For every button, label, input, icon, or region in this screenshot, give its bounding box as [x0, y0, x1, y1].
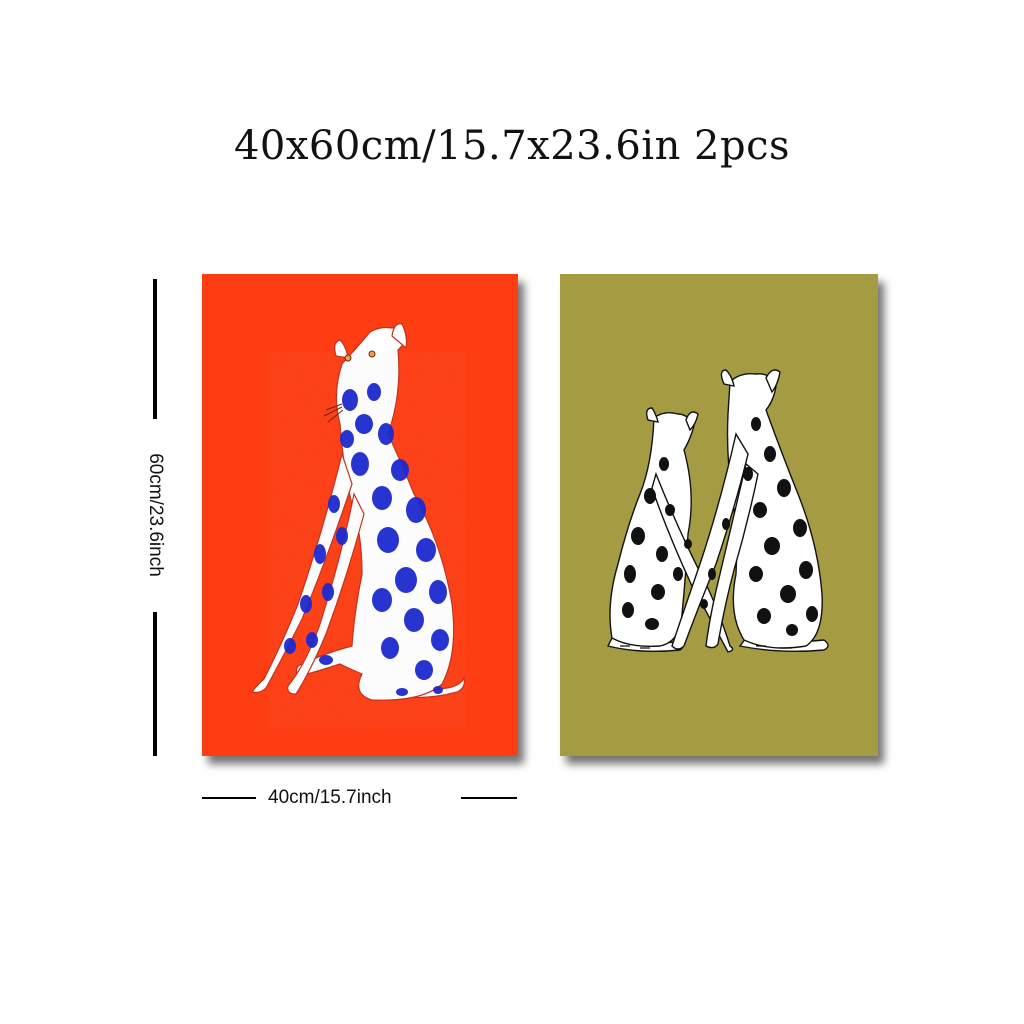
- width-line-left: [202, 797, 256, 799]
- product-title: 40x60cm/15.7x23.6in 2pcs: [233, 123, 791, 169]
- width-label: 40cm/15.7inch: [268, 787, 392, 808]
- width-line-right: [461, 797, 517, 799]
- blue-spotted-greyhound-illustration: [202, 274, 518, 756]
- two-spotted-greyhounds-illustration: [560, 274, 878, 756]
- height-line-top: [153, 279, 157, 419]
- canvas-print-right: [560, 274, 878, 756]
- canvas-print-left: [202, 274, 518, 756]
- height-label: 60cm/23.6inch: [145, 453, 166, 577]
- height-line-bottom: [153, 612, 157, 756]
